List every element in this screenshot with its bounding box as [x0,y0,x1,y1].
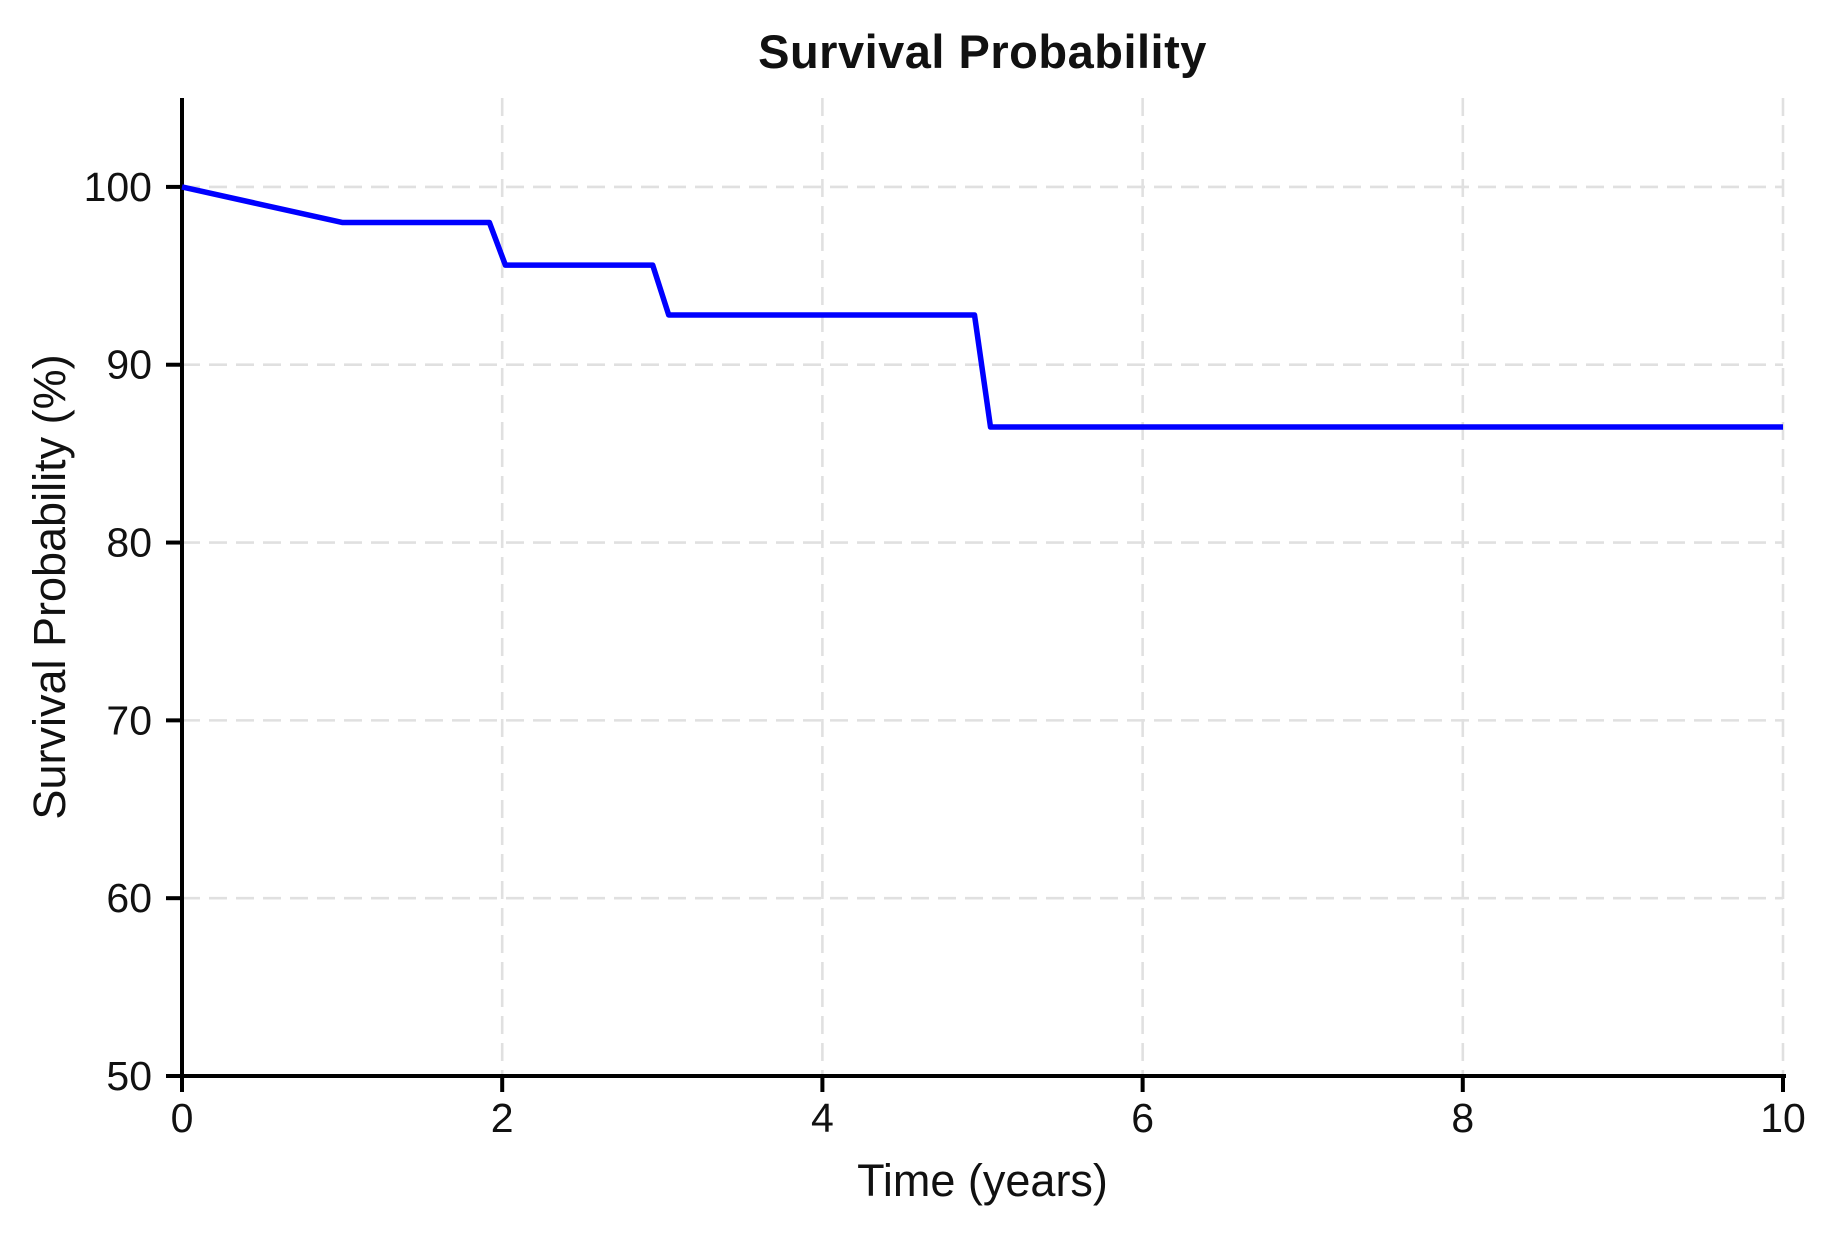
x-tick-label: 10 [1760,1095,1806,1141]
x-tick-label: 4 [811,1095,834,1141]
x-tick-label: 0 [171,1095,194,1141]
y-tick-label: 50 [106,1053,152,1099]
y-tick-label: 70 [106,697,152,743]
chart-title: Survival Probability [758,25,1207,78]
y-tick-label: 80 [106,520,152,566]
x-tick-label: 8 [1451,1095,1474,1141]
y-tick-label: 60 [106,875,152,921]
x-tick-label: 6 [1131,1095,1154,1141]
x-tick-label: 2 [491,1095,514,1141]
y-axis-label: Survival Probability (%) [24,354,75,820]
y-tick-label: 100 [84,164,152,210]
x-axis-label: Time (years) [857,1155,1108,1206]
survival-curve [181,184,1783,430]
y-tick-label: 90 [106,342,152,388]
